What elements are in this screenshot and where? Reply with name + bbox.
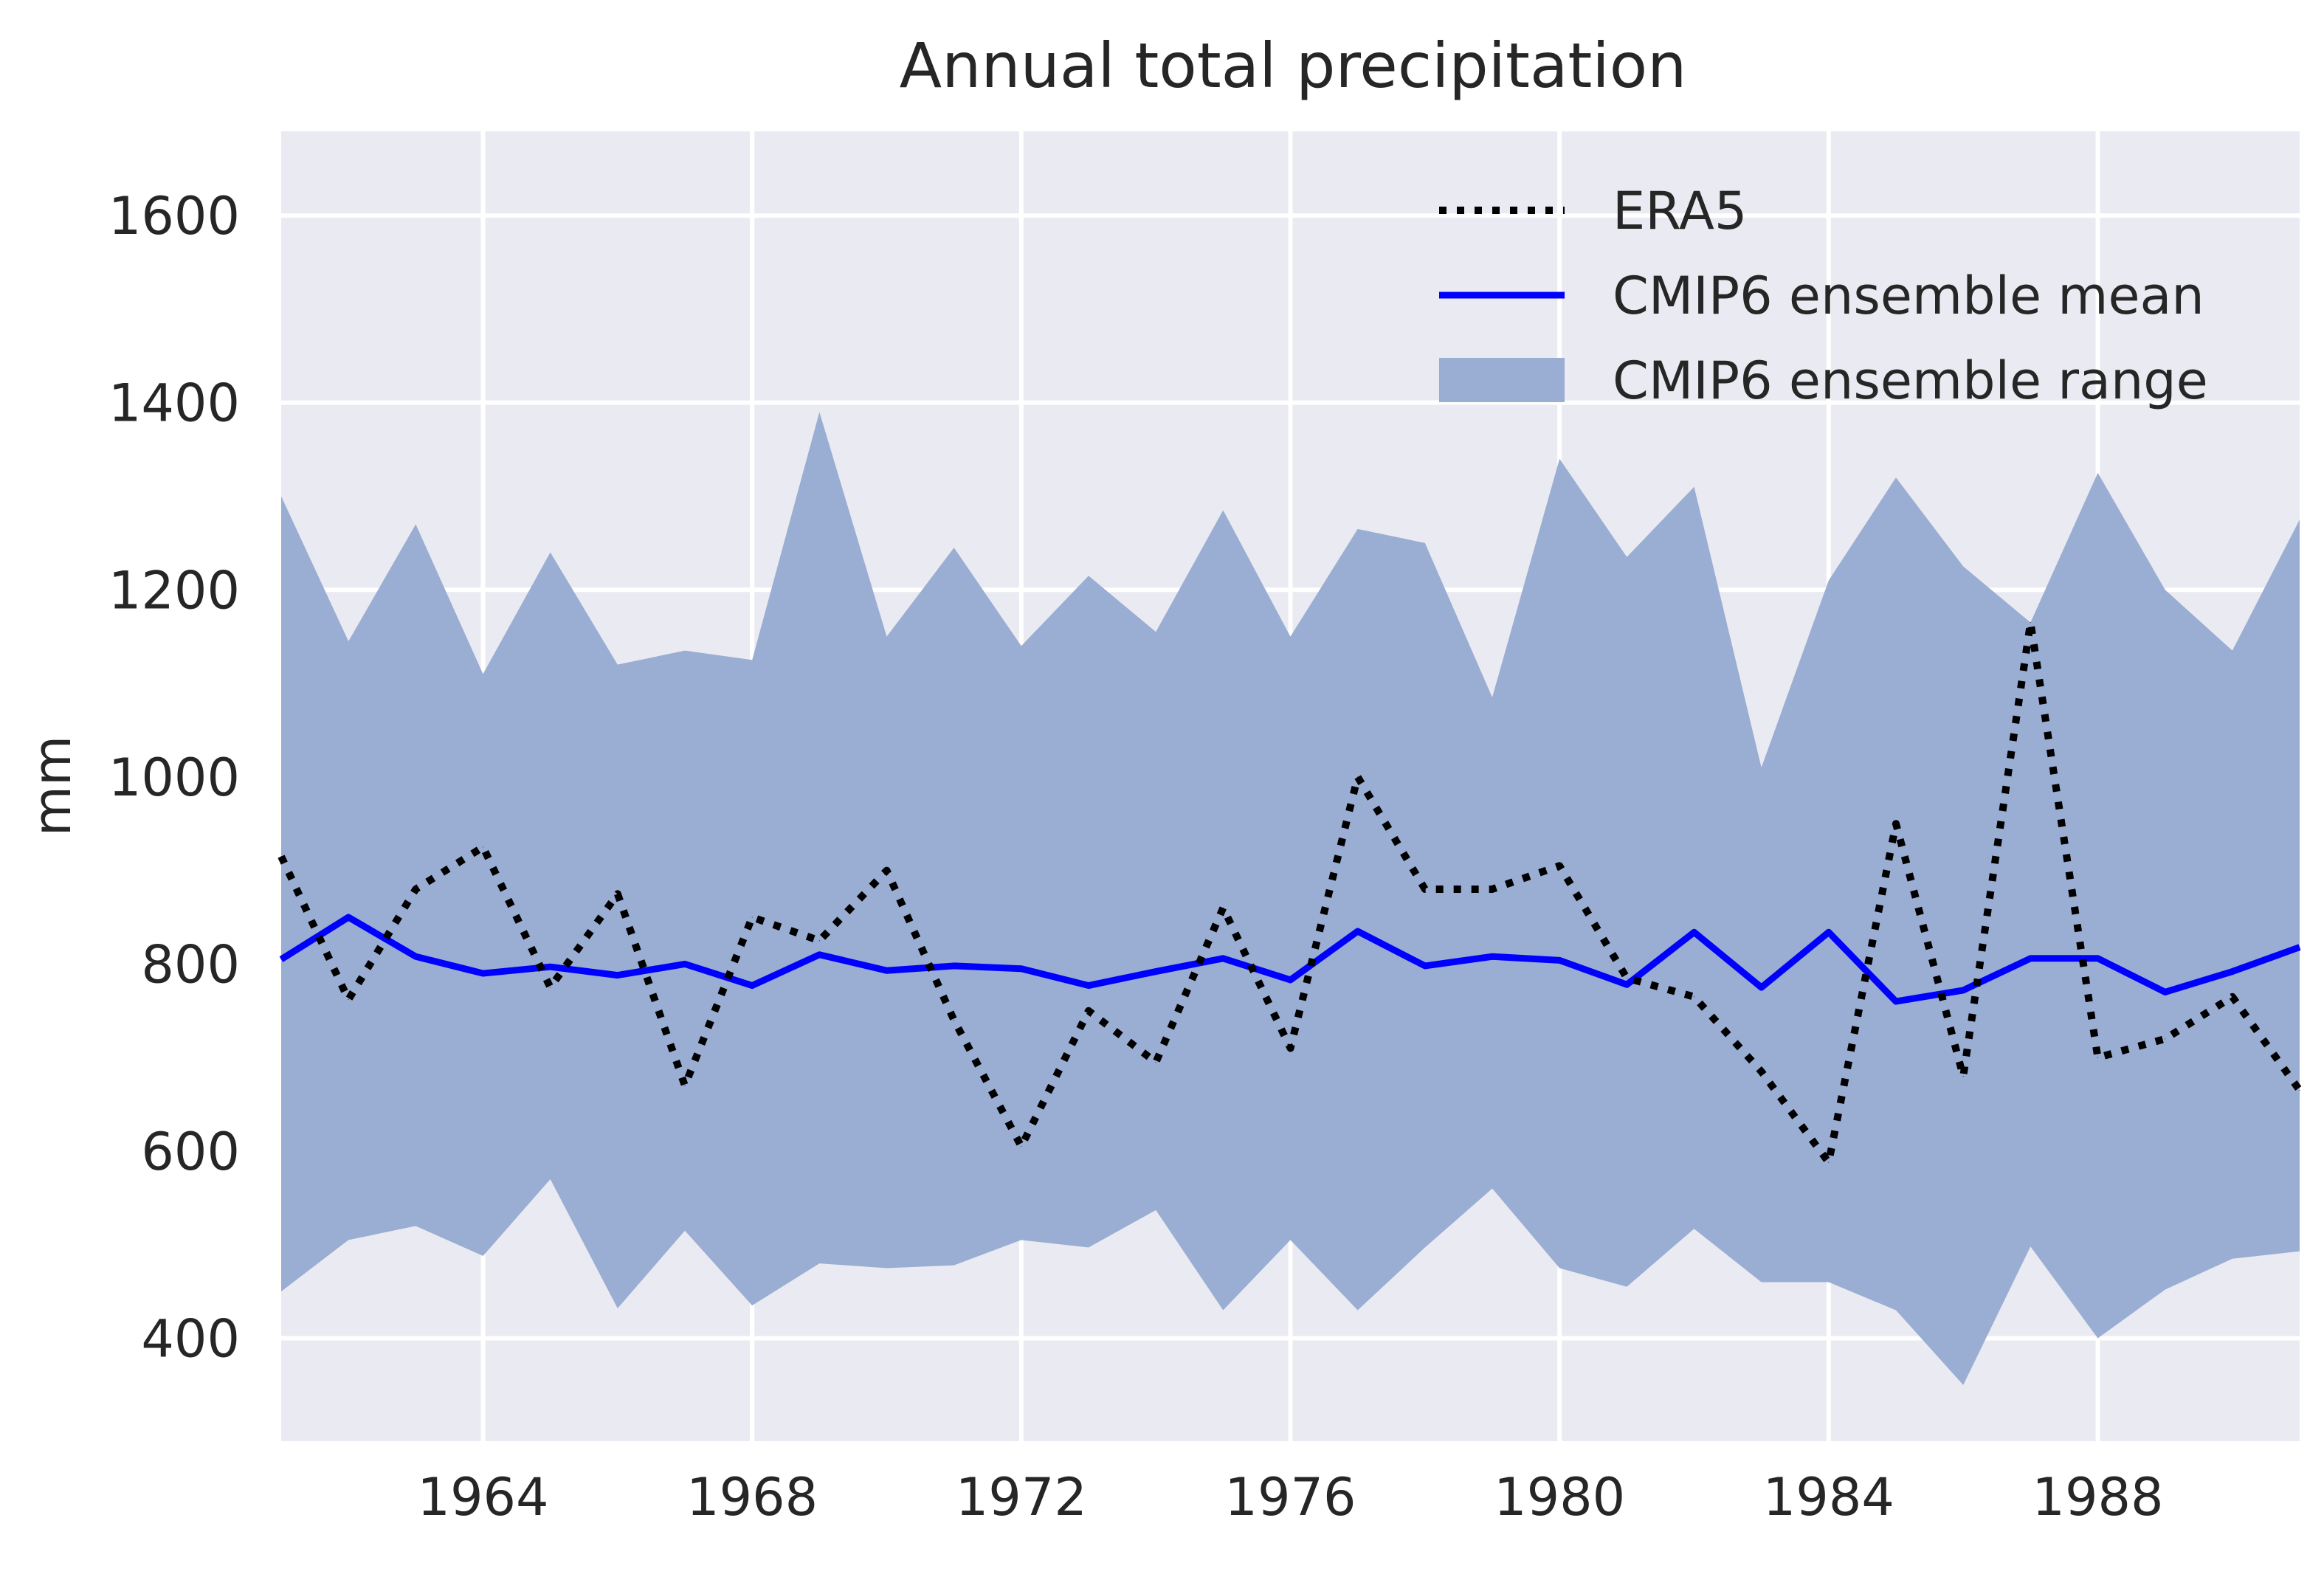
legend-label: CMIP6 ensemble range [1613, 351, 2208, 411]
era5-point [2097, 1057, 2098, 1058]
era5-point [2030, 622, 2031, 624]
era5-point [751, 917, 753, 918]
x-tick-label: 1988 [2032, 1467, 2163, 1528]
y-tick-label: 1200 [108, 560, 240, 621]
ensemble-mean-line [279, 914, 2301, 1005]
ensemble-mean-point [1828, 931, 1830, 933]
era5-line [277, 618, 2303, 1167]
legend: ERA5 CMIP6 ensemble mean CMIP6 ensemble ra… [1439, 181, 2208, 411]
y-tick-label: 400 [141, 1309, 240, 1370]
ensemble-mean-point [2097, 958, 2098, 959]
ensemble-range-band [281, 412, 2300, 1385]
y-axis-ticks: 400 600 800 1000 1200 1400 1600 [108, 186, 240, 1369]
chart-title: Annual total precipitation [900, 30, 1687, 102]
ensemble-mean-point [1424, 965, 1426, 967]
era5-point [1962, 1076, 1964, 1077]
ensemble-mean-point [1222, 958, 1224, 959]
x-tick-label: 1984 [1763, 1467, 1894, 1528]
ensemble-mean-point [751, 985, 753, 987]
ensemble-mean-point [1761, 987, 1762, 988]
ensemble-mean-point [1559, 959, 1560, 961]
era5-point [1828, 1161, 1830, 1163]
y-tick-label: 600 [141, 1122, 240, 1182]
ensemble-mean-point [1290, 979, 1291, 981]
era5-point [1761, 1071, 1762, 1072]
x-tick-label: 1968 [686, 1467, 818, 1528]
ensemble-mean-point [617, 975, 618, 976]
ensemble-mean-point [2030, 958, 2031, 959]
ensemble-mean-point [1357, 931, 1359, 932]
legend-range-swatch [1439, 358, 1565, 402]
y-tick-label: 1000 [108, 748, 240, 808]
y-tick-label: 800 [141, 934, 240, 995]
legend-label: CMIP6 ensemble mean [1613, 266, 2204, 326]
era5-point [886, 870, 887, 871]
x-tick-label: 1980 [1494, 1467, 1625, 1528]
ensemble-mean-point [1492, 956, 1493, 957]
legend-label: ERA5 [1613, 181, 1747, 241]
x-tick-label: 1976 [1224, 1467, 1356, 1528]
x-tick-label: 1972 [956, 1467, 1087, 1528]
ensemble-mean-point [280, 959, 282, 960]
era5-point [550, 987, 551, 988]
y-axis-label: mm [22, 736, 83, 836]
era5-point [1492, 888, 1493, 890]
y-tick-label: 1600 [108, 186, 240, 246]
y-tick-label: 1400 [108, 373, 240, 434]
era5-point [348, 999, 349, 1001]
ensemble-range-area [281, 412, 2300, 1385]
ensemble-mean-point [818, 954, 820, 956]
era5-point [280, 856, 282, 857]
era5-point [1290, 1048, 1291, 1049]
era5-point [818, 940, 820, 942]
era5-point [1424, 888, 1426, 890]
ensemble-mean-point [348, 917, 349, 918]
era5-point [1357, 776, 1359, 778]
x-axis-ticks: 1964 1968 1972 1976 1980 1984 1988 [417, 1467, 2163, 1528]
era5-point [684, 1085, 686, 1086]
x-tick-label: 1964 [417, 1467, 548, 1528]
ensemble-mean-point [1895, 1001, 1897, 1002]
ensemble-mean-point [886, 970, 887, 971]
